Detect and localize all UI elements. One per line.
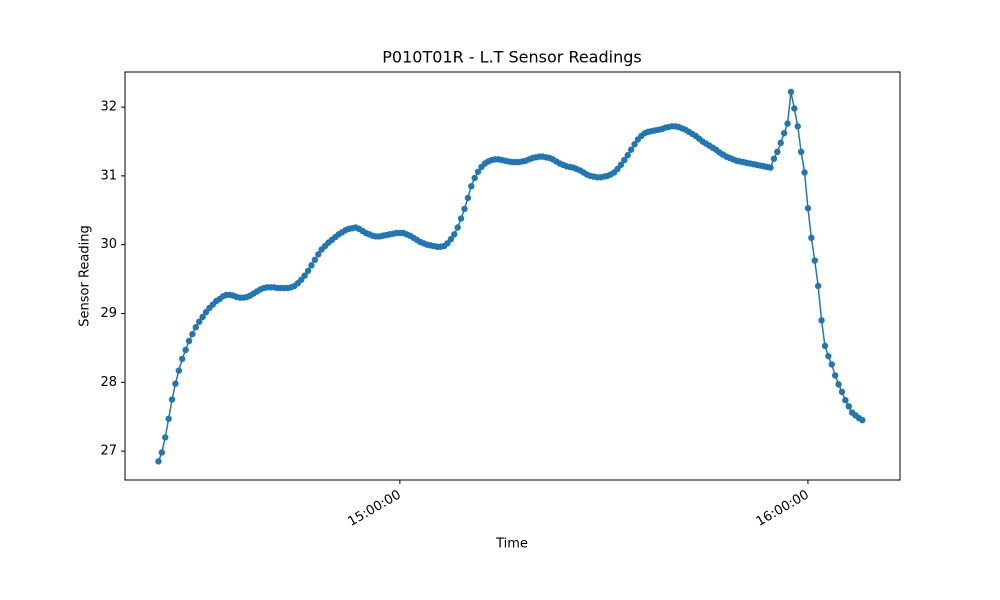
data-point: [189, 330, 196, 338]
data-point: [791, 105, 798, 112]
data-point: [767, 164, 774, 171]
data-point: [464, 194, 472, 202]
y-tick-label: 27: [100, 444, 117, 459]
data-point: [835, 381, 842, 388]
data-point: [185, 337, 193, 345]
data-point: [808, 234, 815, 242]
data-point: [196, 318, 203, 325]
data-point: [162, 434, 169, 441]
data-point: [631, 141, 638, 148]
data-point: [821, 342, 829, 350]
data-point: [311, 256, 319, 264]
data-point: [471, 174, 478, 182]
data-point: [457, 215, 465, 222]
data-point: [168, 396, 176, 403]
data-point: [784, 120, 791, 127]
data-point: [301, 272, 308, 279]
y-tick-label: 31: [100, 168, 117, 183]
data-point: [838, 388, 846, 396]
data-point: [770, 155, 778, 162]
data-point: [158, 449, 166, 456]
y-tick-label: 29: [100, 306, 117, 321]
data-point: [199, 313, 206, 321]
y-tick-label: 32: [100, 100, 117, 115]
data-point: [308, 262, 315, 269]
data-point: [777, 139, 784, 147]
chart-title: P010T01R - L.T Sensor Readings: [382, 48, 641, 67]
y-tick-label: 28: [100, 375, 117, 390]
data-point: [801, 169, 808, 176]
data-point: [165, 415, 172, 422]
data-point: [859, 416, 866, 424]
data-point: [155, 458, 162, 465]
data-point: [315, 251, 322, 258]
data-point: [774, 148, 781, 156]
data-point: [811, 257, 818, 264]
data-point: [192, 324, 200, 331]
data-point: [780, 130, 788, 137]
y-tick-label: 30: [100, 237, 117, 252]
data-point: [818, 317, 825, 324]
data-point: [447, 235, 455, 243]
y-axis-label: Sensor Reading: [78, 225, 93, 326]
data-point: [787, 88, 795, 96]
data-point: [624, 152, 631, 159]
data-point: [794, 123, 801, 130]
data-point: [468, 183, 475, 190]
data-point: [182, 346, 189, 354]
data-point: [474, 168, 482, 175]
data-point: [831, 372, 839, 379]
data-point: [451, 231, 458, 238]
x-axis-label: Time: [495, 537, 528, 552]
data-point: [825, 352, 832, 360]
data-point: [797, 148, 805, 156]
data-point: [621, 156, 628, 164]
data-point: [828, 361, 835, 368]
data-point: [172, 380, 179, 387]
data-point: [179, 355, 186, 363]
data-point: [461, 205, 468, 213]
plot-frame: [124, 71, 901, 481]
data-point: [454, 224, 461, 231]
data-point: [627, 146, 635, 153]
data-point: [304, 267, 312, 275]
data-point: [845, 403, 852, 410]
data-point: [175, 367, 183, 374]
data-point: [842, 396, 849, 404]
data-point: [804, 205, 812, 212]
data-point: [617, 161, 625, 169]
data-point: [814, 282, 822, 290]
